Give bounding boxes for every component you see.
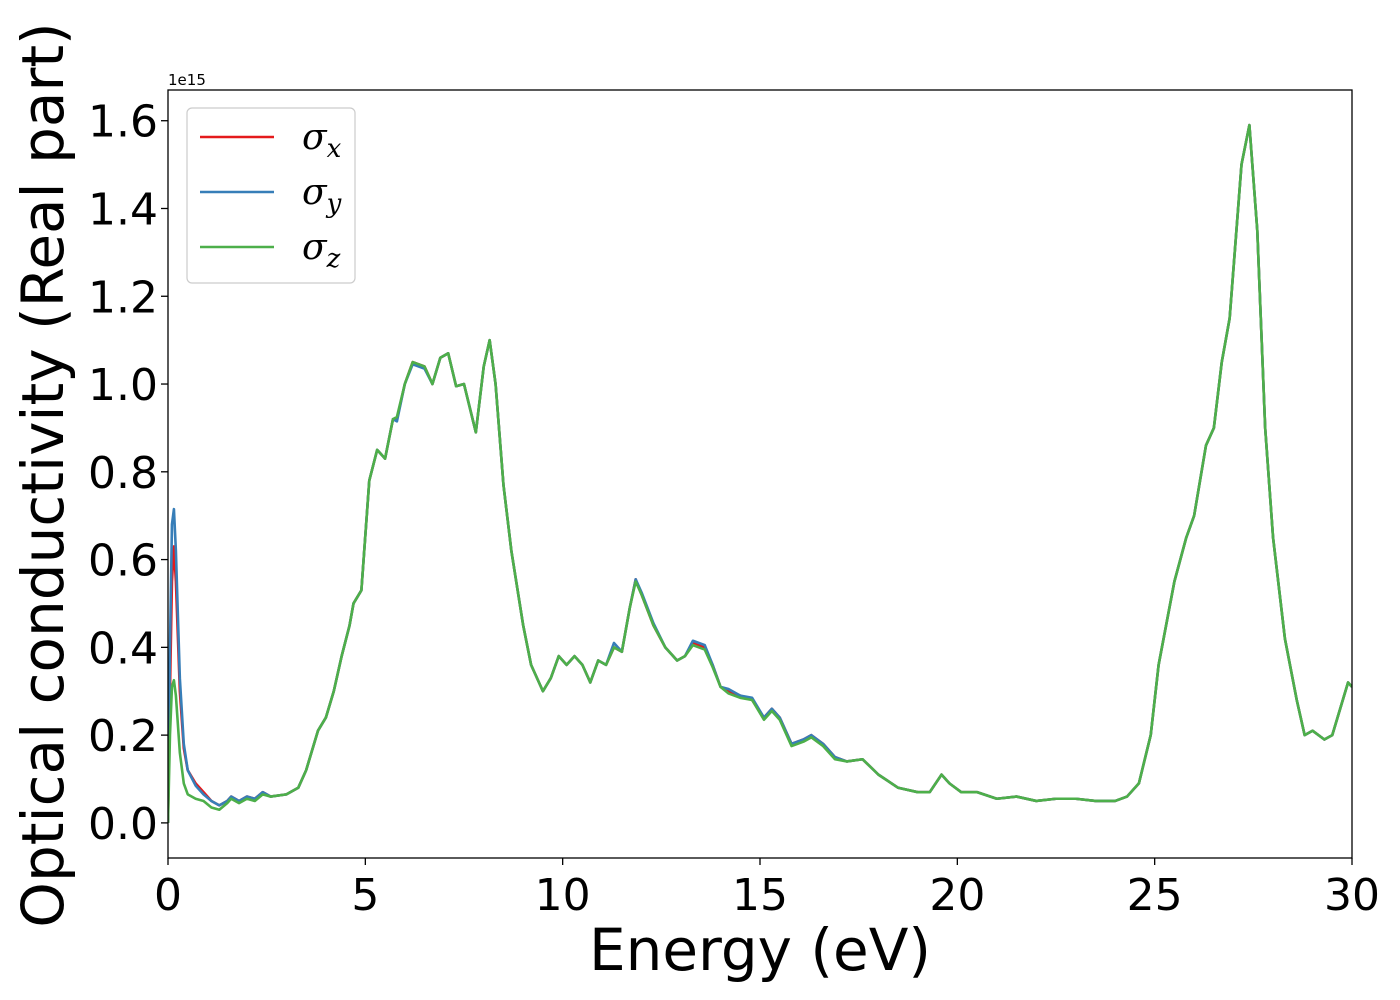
y-tick-label: 0.4 (88, 623, 158, 674)
x-tick-label: 20 (929, 870, 985, 921)
legend-label-y: σy (302, 172, 342, 219)
y-tick-label: 1.6 (88, 97, 158, 148)
x-tick-label: 25 (1127, 870, 1183, 921)
y-tick-label: 1.0 (88, 360, 158, 411)
x-tick-label: 10 (535, 870, 591, 921)
x-tick-label: 5 (351, 870, 379, 921)
y-tick-label: 0.8 (88, 448, 158, 499)
y-tick-label: 0.6 (88, 536, 158, 587)
legend: σx σy σz (186, 107, 356, 284)
y-axis-label: Optical conductivity (Real part) (9, 22, 77, 927)
series-line-z (168, 123, 1352, 823)
x-axis-ticks: 0 5 10 15 20 25 30 (154, 858, 1380, 921)
series-layer (168, 123, 1352, 823)
x-tick-label: 30 (1324, 870, 1380, 921)
y-tick-label: 1.2 (88, 272, 158, 323)
y-tick-label: 0.0 (88, 799, 158, 850)
y-tick-label: 1.4 (88, 184, 158, 235)
y-tick-label: 0.2 (88, 711, 158, 762)
x-tick-label: 0 (154, 870, 182, 921)
x-axis-label: Energy (eV) (589, 916, 931, 984)
x-tick-label: 15 (732, 870, 788, 921)
y-offset-label: 1e15 (168, 71, 206, 89)
legend-label-x: σx (302, 117, 342, 164)
y-axis-ticks: 0.0 0.2 0.4 0.6 0.8 1.0 1.2 1.4 1.6 (88, 97, 168, 850)
legend-box (186, 107, 356, 284)
legend-label-z: σz (302, 227, 341, 274)
